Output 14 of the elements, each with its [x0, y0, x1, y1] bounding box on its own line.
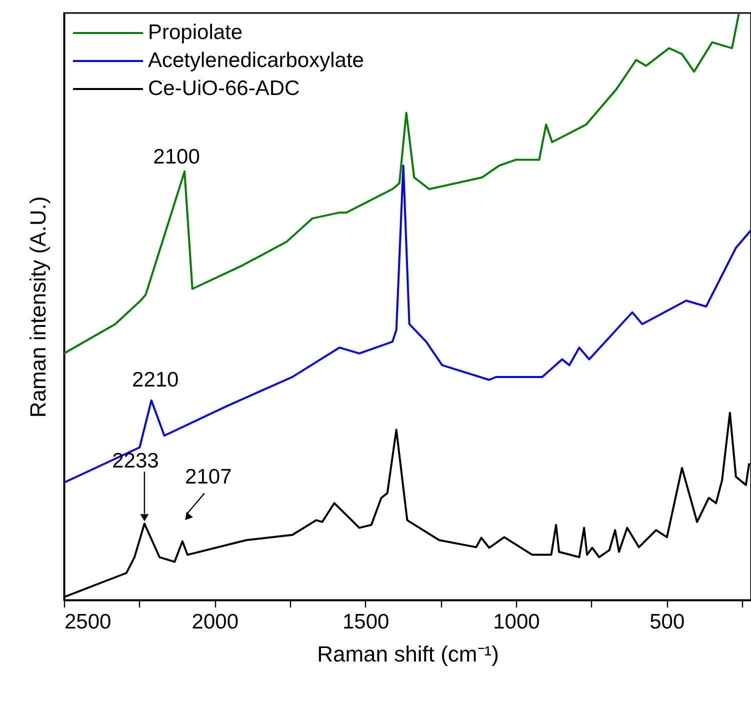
annotation: 2210 — [132, 368, 179, 392]
annotation: 2107 — [185, 465, 232, 488]
legend-label: Acetylenedicarboxylate — [148, 49, 364, 72]
x-tick-label: 500 — [650, 610, 685, 634]
annotation: 2100 — [153, 145, 200, 168]
x-tick-label: 2500 — [64, 610, 112, 634]
legend-label: Ce-UiO-66-ADC — [148, 77, 300, 100]
legend-label: Propiolate — [148, 21, 243, 44]
x-tick-label: 2000 — [192, 610, 239, 634]
x-tick-label: 1500 — [342, 610, 390, 634]
y-axis-title: Raman intensity (A.U.) — [26, 196, 50, 418]
x-axis-title: Raman shift (cm⁻¹) — [317, 642, 499, 666]
annotation: 2233 — [112, 450, 159, 473]
x-tick-label: 1000 — [493, 610, 540, 634]
